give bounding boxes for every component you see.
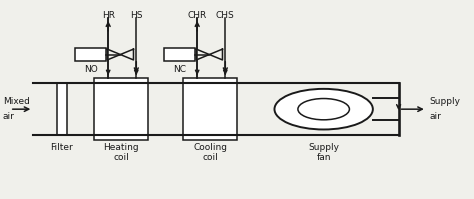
Bar: [75, 48, 106, 61]
Text: CHR: CHR: [188, 11, 207, 20]
Bar: [183, 78, 237, 140]
Circle shape: [274, 89, 373, 130]
Text: NO: NO: [84, 65, 98, 74]
Bar: [94, 78, 148, 140]
Bar: [57, 83, 67, 135]
Text: Supply
fan: Supply fan: [308, 143, 339, 162]
Text: Filter: Filter: [50, 143, 73, 152]
Text: CHS: CHS: [216, 11, 235, 20]
Text: NC: NC: [173, 65, 186, 74]
Text: air: air: [3, 112, 15, 121]
Circle shape: [298, 99, 349, 120]
Text: air: air: [429, 112, 441, 121]
Text: Cooling
coil: Cooling coil: [193, 143, 227, 162]
Text: Supply: Supply: [429, 97, 460, 106]
Bar: [164, 48, 195, 61]
Text: Heating
coil: Heating coil: [103, 143, 139, 162]
Text: Mixed: Mixed: [3, 97, 30, 106]
Text: HR: HR: [102, 11, 115, 20]
Text: HS: HS: [130, 11, 143, 20]
